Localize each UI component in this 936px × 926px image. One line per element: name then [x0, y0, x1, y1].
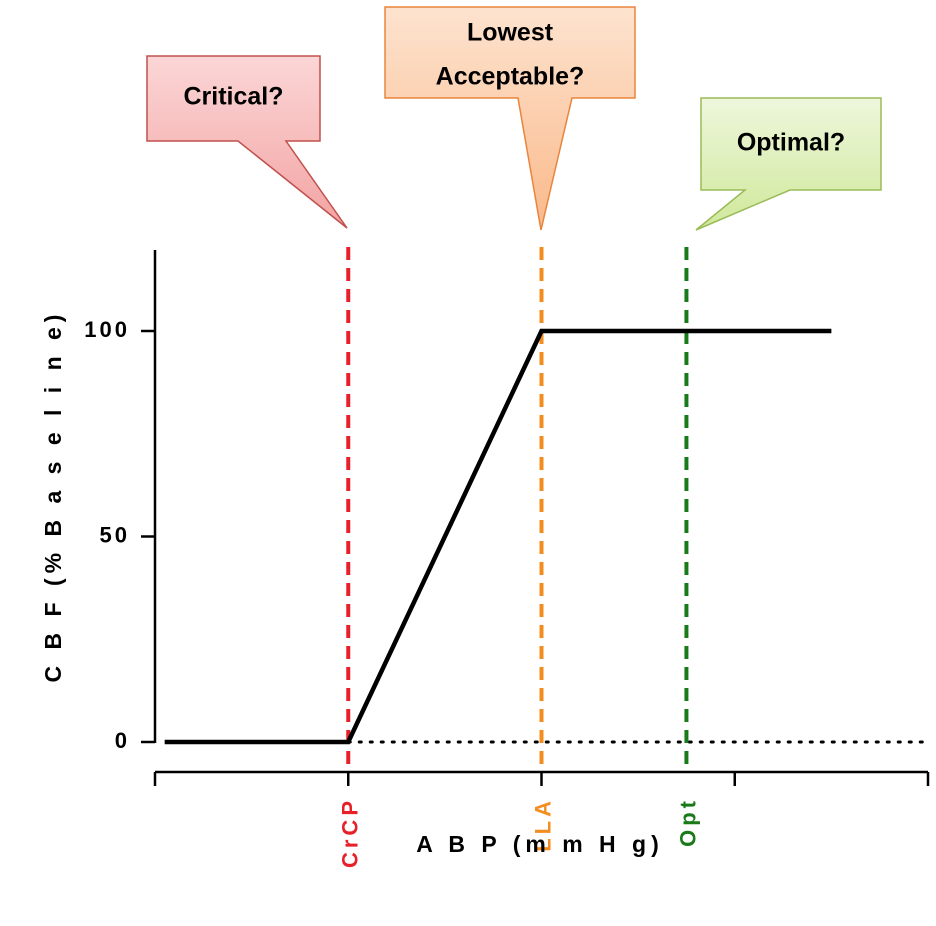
y-tick-label: 0 — [115, 728, 130, 753]
callout-text-opt: Optimal? — [737, 129, 845, 157]
marker-label-lla: LLA — [531, 797, 556, 852]
y-tick-label: 50 — [100, 522, 130, 547]
callout-text-lla: Acceptable? — [436, 63, 585, 91]
y-tick-label: 100 — [84, 317, 130, 342]
cbf-series-line — [164, 328, 832, 745]
callout-bubble-crcp — [146, 55, 348, 229]
callout-bubble-lla — [384, 6, 636, 231]
marker-label-crcp: CrCP — [337, 797, 362, 868]
y-axis-title: C B F (% B a s e l i n e) — [40, 310, 66, 683]
callout-text-crcp: Critical? — [183, 83, 283, 111]
callout-bubble-opt — [695, 97, 882, 231]
x-axis-title: A B P (m m H g) — [416, 831, 664, 857]
callout-text-lla: Lowest — [467, 19, 554, 47]
marker-label-opt: Opt — [675, 797, 700, 847]
